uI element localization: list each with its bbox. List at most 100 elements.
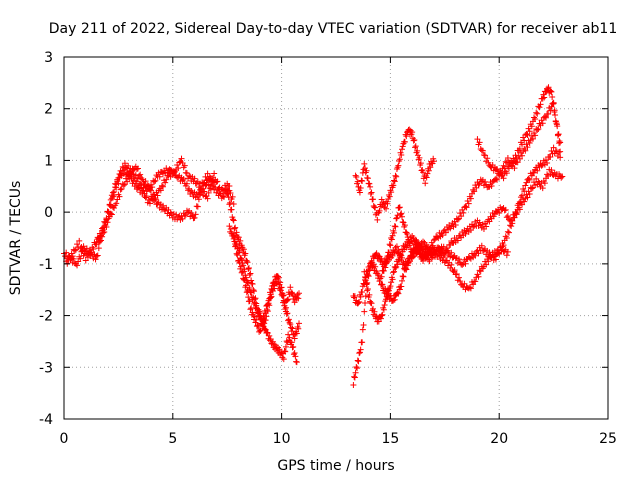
data-point — [386, 193, 393, 200]
data-point — [74, 262, 81, 269]
data-point — [183, 180, 190, 187]
data-point — [354, 365, 361, 372]
data-point — [66, 253, 73, 260]
data-point — [555, 131, 562, 138]
data-point — [363, 167, 370, 174]
data-point — [262, 326, 269, 333]
data-point — [478, 242, 485, 249]
data-point — [399, 273, 406, 280]
grid — [64, 57, 608, 419]
data-point — [194, 203, 201, 210]
data-point — [470, 224, 477, 231]
x-tick-label: 5 — [168, 431, 177, 447]
data-point — [409, 249, 416, 256]
data-point — [534, 110, 541, 117]
data-point — [354, 357, 361, 364]
data-point — [113, 181, 120, 188]
data-point — [396, 156, 403, 163]
data-point — [396, 258, 403, 265]
data-point — [99, 233, 106, 240]
data-point — [513, 210, 520, 216]
data-point — [401, 265, 408, 272]
data-point — [470, 281, 477, 288]
y-tick-label: -3 — [39, 360, 53, 376]
data-point — [526, 140, 533, 147]
data-point — [501, 207, 508, 214]
data-point — [398, 283, 405, 290]
data-point — [512, 208, 519, 215]
data-point — [377, 315, 384, 322]
data-point — [384, 294, 391, 301]
data-point — [420, 238, 427, 245]
data-point — [393, 243, 400, 250]
data-point — [524, 194, 531, 201]
data-point — [179, 215, 186, 222]
data-point — [95, 239, 102, 246]
data-point — [391, 296, 398, 303]
data-point — [453, 270, 460, 277]
data-point — [364, 268, 371, 275]
data-point — [233, 250, 240, 257]
data-point — [409, 252, 416, 259]
series-track-8 — [350, 166, 566, 307]
data-point — [278, 284, 285, 291]
data-point — [395, 247, 402, 254]
data-point — [550, 144, 557, 151]
data-point — [246, 298, 253, 305]
data-point — [485, 258, 492, 265]
data-point — [464, 197, 471, 204]
data-point — [523, 191, 530, 198]
y-tick-label: -2 — [39, 309, 53, 325]
data-point — [186, 172, 193, 179]
data-point — [293, 330, 300, 337]
data-point — [261, 325, 268, 332]
data-point — [143, 193, 150, 200]
data-point — [472, 252, 479, 259]
data-point — [463, 204, 470, 211]
data-point — [409, 129, 416, 136]
data-point — [359, 339, 366, 346]
data-point — [388, 279, 395, 286]
data-point — [394, 289, 401, 296]
data-point — [390, 297, 397, 304]
data-point — [522, 182, 529, 189]
data-point — [420, 169, 427, 176]
data-point — [448, 261, 455, 268]
data-point — [523, 131, 530, 138]
data-point — [361, 268, 368, 275]
data-point — [216, 190, 223, 197]
data-point — [264, 301, 271, 308]
data-point — [513, 154, 520, 161]
data-point — [374, 270, 381, 277]
data-point — [547, 88, 554, 95]
data-point — [142, 178, 149, 185]
data-point — [264, 302, 271, 309]
data-point — [410, 245, 417, 252]
data-point — [411, 137, 418, 144]
data-point — [528, 185, 535, 192]
series-track-3 — [93, 155, 218, 247]
data-point — [167, 173, 174, 180]
data-point — [556, 149, 563, 156]
data-point — [434, 252, 441, 259]
data-point — [458, 213, 465, 220]
data-point — [154, 200, 161, 207]
data-point — [232, 242, 239, 249]
data-point — [262, 309, 269, 316]
data-point — [69, 253, 76, 260]
data-point — [415, 240, 422, 247]
data-point — [239, 268, 246, 275]
data-point — [230, 233, 237, 240]
data-point — [551, 108, 558, 115]
data-point — [522, 147, 529, 154]
data-point — [467, 195, 474, 202]
data-point — [390, 269, 397, 276]
data-point — [280, 356, 287, 363]
data-point — [473, 184, 480, 191]
data-point — [93, 253, 100, 260]
data-point — [74, 241, 81, 248]
data-point — [516, 198, 523, 205]
data-point — [375, 252, 382, 259]
data-point — [519, 141, 526, 148]
data-point — [356, 298, 363, 305]
